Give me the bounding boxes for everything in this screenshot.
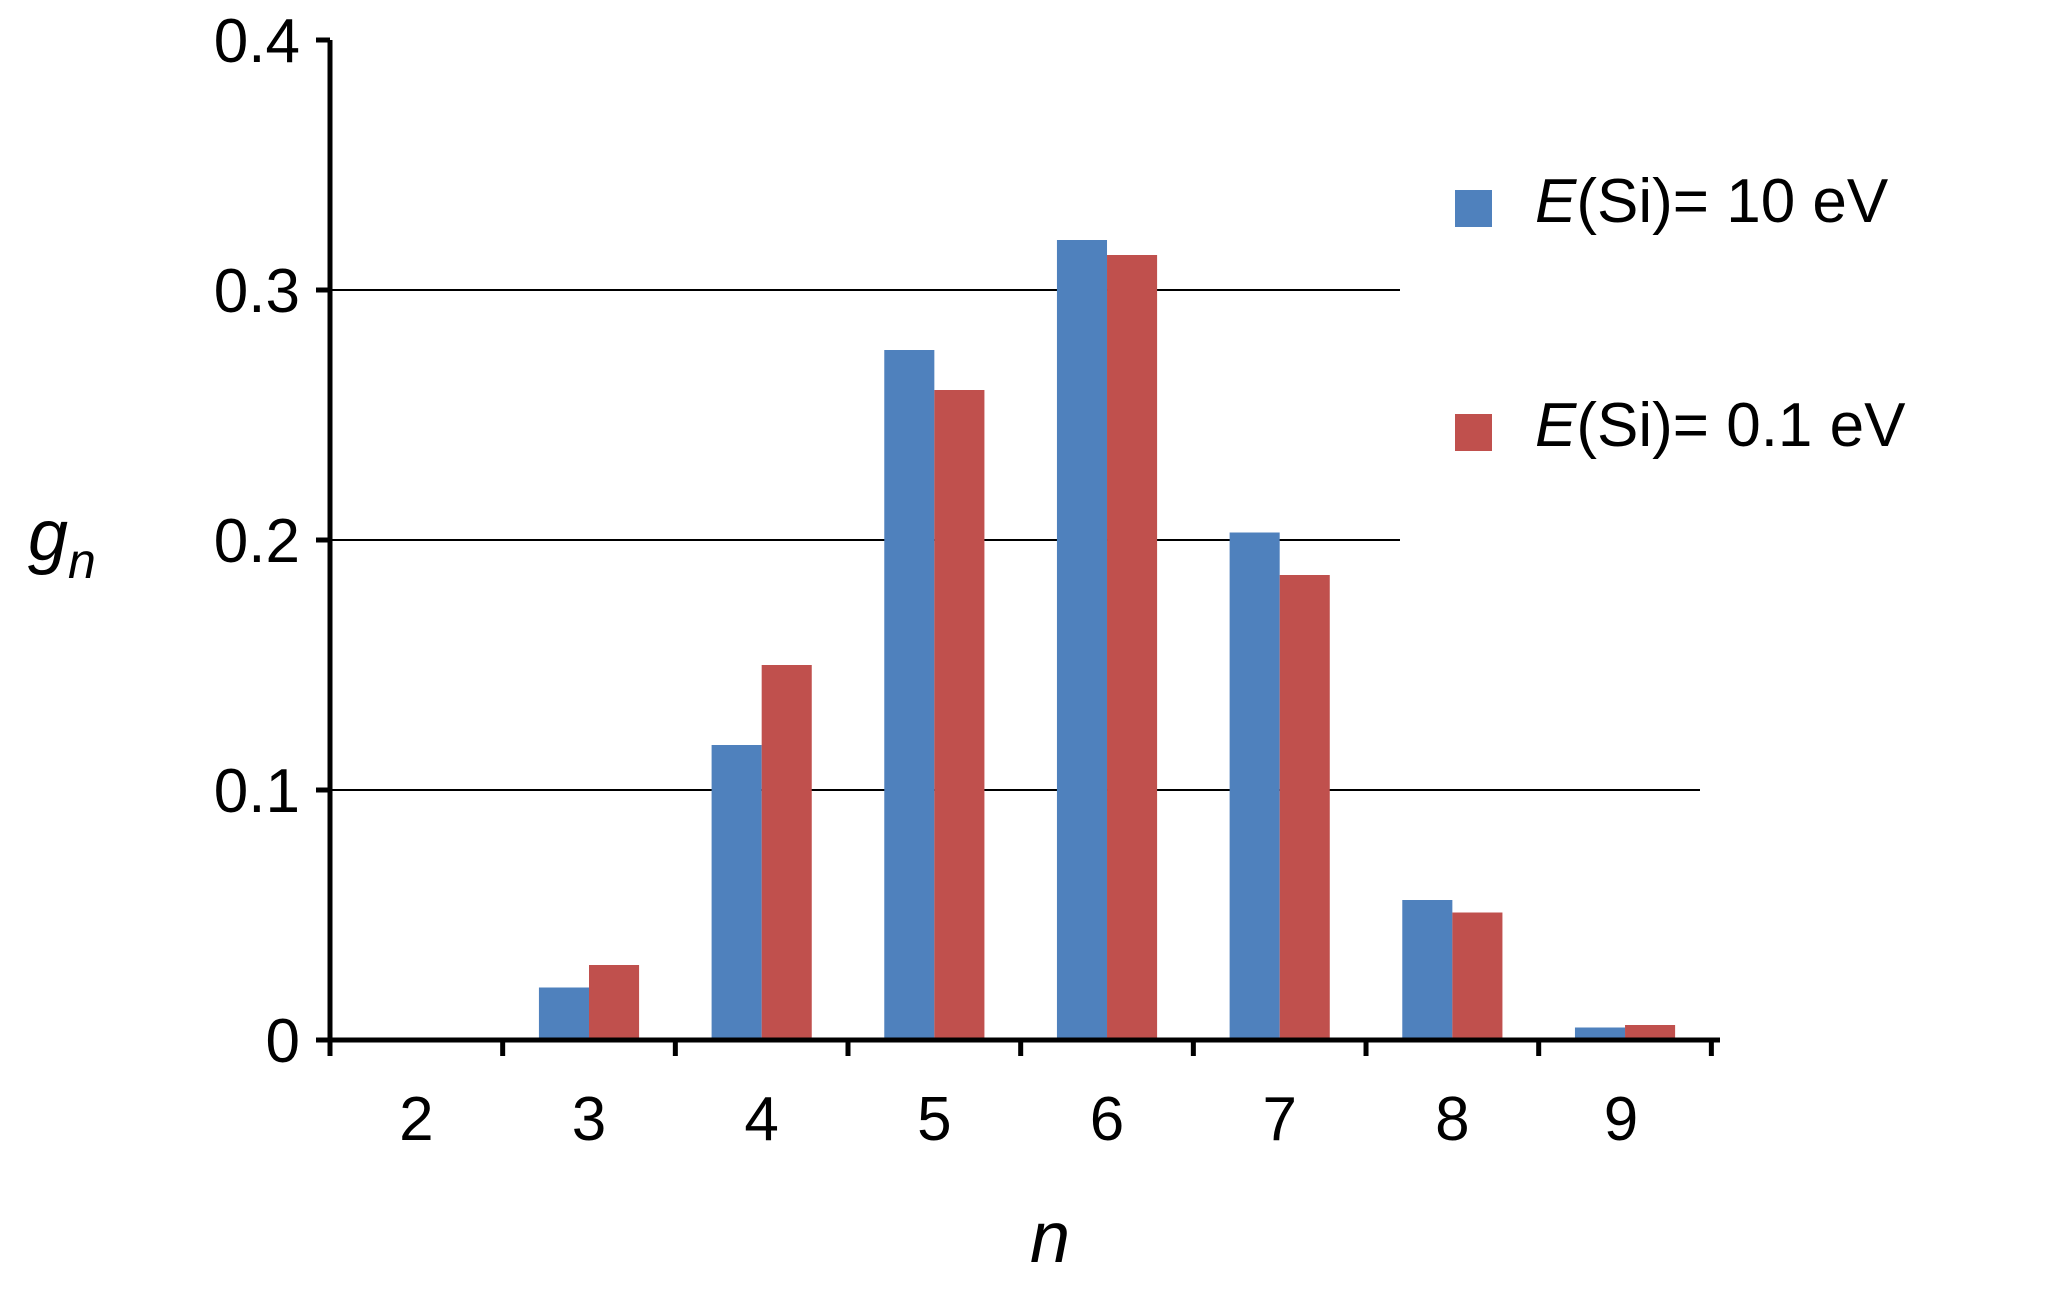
- y-tick-label-2: 0.2: [214, 507, 300, 576]
- bar-series-1-n7: [1229, 532, 1280, 1040]
- y-tick-label-3: 0.3: [214, 257, 300, 326]
- y-tick-labels: 0 0.1 0.2 0.3 0.4: [214, 7, 330, 1076]
- bar-series-1-n4: [711, 745, 762, 1040]
- x-tick-label-4: 4: [744, 1085, 778, 1154]
- x-tick-label-2: 2: [399, 1085, 433, 1154]
- x-tick-labels: 2 3 4 5 6 7 8 9: [327, 1040, 1714, 1154]
- bars: [538, 240, 1676, 1040]
- y-axis-title: gn: [28, 496, 96, 589]
- legend-label-series-2: E(Si)= 0.1 eV: [1535, 391, 1906, 460]
- grid-lines: [330, 289, 1700, 791]
- bar-series-1-n9: [1574, 1027, 1626, 1040]
- x-tick-label-8: 8: [1435, 1085, 1469, 1154]
- x-axis-title: n: [1030, 1198, 1070, 1278]
- bar-series-1-n3: [538, 987, 590, 1040]
- y-axis-title-sub: n: [68, 533, 96, 589]
- bar-series-1-n5: [884, 350, 935, 1040]
- bar-series-2-n4: [761, 665, 812, 1040]
- bar-series-2-n9: [1625, 1025, 1676, 1040]
- y-tick-label-4: 0.4: [214, 7, 300, 76]
- x-tick-label-3: 3: [572, 1085, 606, 1154]
- bar-series-1-n6: [1056, 240, 1108, 1040]
- y-tick-label-0: 0: [266, 1007, 300, 1076]
- x-tick-label-7: 7: [1262, 1085, 1296, 1154]
- bar-series-2-n7: [1279, 575, 1330, 1040]
- legend: E(Si)= 10 eV E(Si)= 0.1 eV: [1455, 167, 1906, 460]
- legend-swatch-series-2: [1455, 414, 1492, 451]
- bar-series-1-n8: [1402, 900, 1453, 1040]
- bar-series-2-n6: [1107, 255, 1158, 1040]
- legend-swatch-series-1: [1455, 190, 1492, 227]
- x-tick-label-6: 6: [1090, 1085, 1124, 1154]
- bar-series-2-n3: [589, 965, 640, 1040]
- bar-series-2-n8: [1452, 912, 1503, 1040]
- x-tick-label-9: 9: [1604, 1085, 1638, 1154]
- legend-label-series-1: E(Si)= 10 eV: [1535, 167, 1889, 236]
- y-tick-label-1: 0.1: [214, 757, 300, 826]
- x-tick-label-5: 5: [917, 1085, 951, 1154]
- bar-series-2-n5: [934, 390, 985, 1040]
- y-axis-title-main: g: [28, 496, 68, 576]
